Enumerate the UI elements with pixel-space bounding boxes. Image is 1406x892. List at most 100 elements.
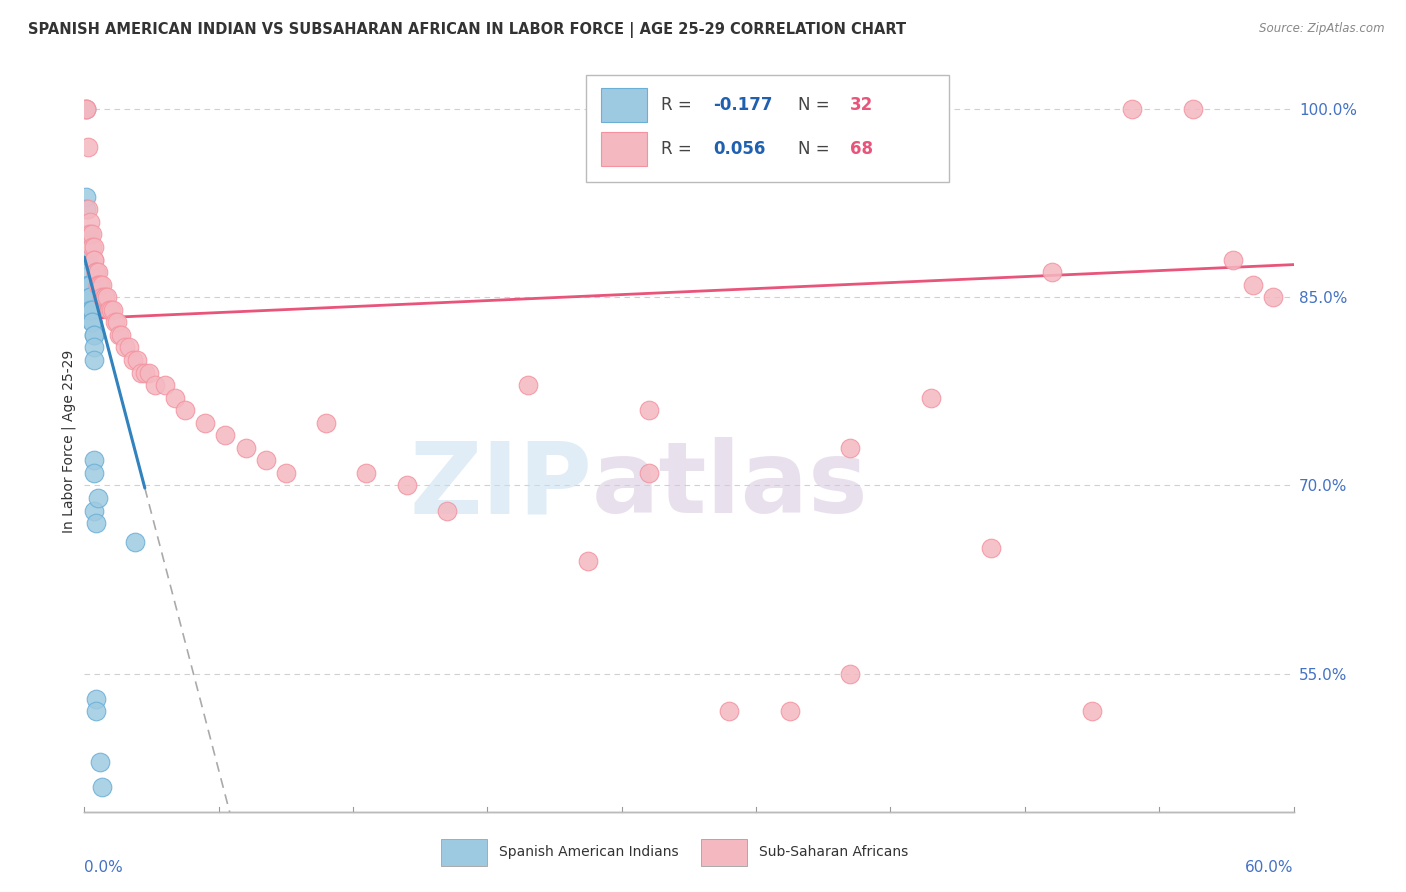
- Point: [104, 315, 127, 329]
- Point: [839, 666, 862, 681]
- Point: [83, 327, 105, 342]
- Point: [82, 302, 104, 317]
- Point: [87, 277, 110, 292]
- Point: [356, 466, 378, 480]
- FancyBboxPatch shape: [600, 87, 647, 121]
- Text: 0.056: 0.056: [713, 140, 765, 158]
- Point: [91, 290, 114, 304]
- Text: 0.0%: 0.0%: [84, 860, 124, 875]
- Point: [121, 353, 143, 368]
- FancyBboxPatch shape: [441, 839, 486, 866]
- Point: [114, 340, 136, 354]
- Point: [165, 391, 187, 405]
- Point: [143, 378, 166, 392]
- Point: [101, 302, 124, 317]
- Point: [395, 478, 418, 492]
- Point: [83, 353, 105, 368]
- Point: [89, 277, 111, 292]
- FancyBboxPatch shape: [600, 132, 647, 166]
- Point: [82, 302, 104, 317]
- Point: [86, 516, 108, 530]
- Point: [93, 290, 115, 304]
- Point: [83, 252, 105, 267]
- Point: [79, 277, 101, 292]
- Point: [83, 327, 105, 342]
- Point: [86, 704, 108, 718]
- Text: 68: 68: [849, 140, 873, 158]
- Point: [86, 691, 108, 706]
- Point: [125, 353, 148, 368]
- Text: -0.177: -0.177: [713, 95, 773, 113]
- Point: [980, 541, 1002, 556]
- Point: [194, 416, 217, 430]
- Point: [83, 252, 105, 267]
- Point: [436, 503, 458, 517]
- Point: [77, 227, 100, 242]
- Text: Sub-Saharan Africans: Sub-Saharan Africans: [759, 846, 908, 859]
- Text: atlas: atlas: [592, 437, 869, 534]
- Point: [214, 428, 236, 442]
- Point: [779, 704, 801, 718]
- Point: [77, 202, 100, 217]
- Point: [86, 265, 108, 279]
- Point: [1040, 265, 1063, 279]
- Point: [82, 227, 104, 242]
- Text: ZIP: ZIP: [409, 437, 592, 534]
- Point: [105, 315, 128, 329]
- Point: [77, 277, 100, 292]
- Point: [79, 290, 101, 304]
- Point: [118, 340, 141, 354]
- Point: [77, 252, 100, 267]
- Point: [576, 554, 599, 568]
- Point: [91, 780, 114, 794]
- Point: [1263, 290, 1285, 304]
- Point: [1222, 252, 1244, 267]
- Point: [79, 290, 101, 304]
- Point: [637, 466, 659, 480]
- Point: [134, 366, 156, 380]
- Point: [79, 302, 101, 317]
- Point: [107, 327, 129, 342]
- Point: [124, 535, 146, 549]
- Point: [89, 277, 111, 292]
- Point: [153, 378, 176, 392]
- Point: [86, 265, 108, 279]
- Point: [96, 290, 118, 304]
- Point: [1081, 704, 1104, 718]
- Point: [77, 139, 100, 153]
- Point: [97, 302, 120, 317]
- Text: 32: 32: [849, 95, 873, 113]
- Point: [77, 265, 100, 279]
- Point: [83, 340, 105, 354]
- Point: [315, 416, 337, 430]
- Text: R =: R =: [661, 95, 697, 113]
- Point: [79, 277, 101, 292]
- Point: [79, 227, 101, 242]
- Point: [1121, 102, 1143, 116]
- Point: [129, 366, 152, 380]
- Point: [75, 202, 97, 217]
- Point: [87, 491, 110, 505]
- Point: [91, 277, 114, 292]
- Point: [110, 327, 132, 342]
- Point: [254, 453, 277, 467]
- Point: [274, 466, 297, 480]
- Point: [83, 503, 105, 517]
- Point: [77, 277, 100, 292]
- FancyBboxPatch shape: [702, 839, 747, 866]
- Point: [637, 403, 659, 417]
- Point: [174, 403, 197, 417]
- Point: [718, 704, 741, 718]
- Point: [75, 190, 97, 204]
- Point: [82, 315, 104, 329]
- Point: [1241, 277, 1264, 292]
- Point: [1181, 102, 1204, 116]
- Point: [87, 277, 110, 292]
- Point: [75, 102, 97, 116]
- Point: [79, 290, 101, 304]
- Y-axis label: In Labor Force | Age 25-29: In Labor Force | Age 25-29: [62, 350, 76, 533]
- Text: Spanish American Indians: Spanish American Indians: [499, 846, 679, 859]
- Text: N =: N =: [797, 95, 835, 113]
- FancyBboxPatch shape: [586, 75, 949, 183]
- Point: [82, 315, 104, 329]
